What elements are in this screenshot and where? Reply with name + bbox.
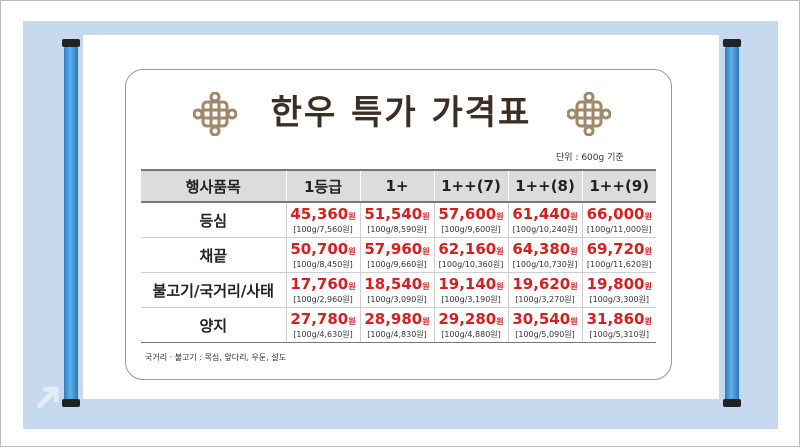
page-title: 한우 특가 가격표 [270,93,532,133]
per-100g: [100g/11,000원] [586,224,652,234]
price-value: 57,600원 [438,204,504,223]
price-value: 57,960원 [364,239,430,258]
price-cell: 19,140원 [100g/3,190원] [433,272,508,308]
price-cell: 69,720원 [100g/11,620원] [581,237,656,273]
per-100g: [100g/10,730원] [512,259,578,269]
price-cell: 17,760원 [100g/2,960원] [285,272,360,308]
price-value: 28,980원 [364,309,430,328]
table-row: 채끝 50,700원 [100g/8,450원] 57,960원 [100g/9,6… [141,237,656,273]
per-100g: [100g/9,600원] [441,224,501,234]
scroll-rod-right [725,46,739,401]
price-cell: 29,280원 [100g/4,880원] [433,307,508,343]
price-value: 27,780원 [290,309,356,328]
price-value: 19,800원 [586,274,652,293]
per-100g: [100g/8,450원] [293,259,353,269]
header-grade-1plus: 1+ [359,169,434,203]
price-cell: 57,600원 [100g/9,600원] [433,202,508,238]
price-cell: 18,540원 [100g/3,090원] [359,272,434,308]
per-100g: [100g/3,190원] [441,294,501,304]
per-100g: [100g/5,090원] [515,329,575,339]
knot-ornament-icon [193,92,237,136]
item-name: 등심 [141,202,286,238]
price-cell: 30,540원 [100g/5,090원] [507,307,582,343]
per-100g: [100g/2,960원] [293,294,353,304]
price-cell: 57,960원 [100g/9,660원] [359,237,434,273]
price-value: 69,720원 [586,239,652,258]
per-100g: [100g/4,880원] [441,329,501,339]
per-100g: [100g/7,560원] [293,224,353,234]
price-cell: 27,780원 [100g/4,630원] [285,307,360,343]
price-cell: 66,000원 [100g/11,000원] [581,202,656,238]
per-100g: [100g/3,090원] [367,294,427,304]
price-cell: 28,980원 [100g/4,830원] [359,307,434,343]
price-cell: 19,800원 [100g/3,300원] [581,272,656,308]
price-cell: 50,700원 [100g/8,450원] [285,237,360,273]
table-row: 양지 27,780원 [100g/4,630원] 28,980원 [100g/4,8… [141,307,656,343]
price-cell: 45,360원 [100g/7,560원] [285,202,360,238]
price-value: 29,280원 [438,309,504,328]
price-value: 30,540원 [512,309,578,328]
header-grade-1pp7: 1++(7) [433,169,508,203]
per-100g: [100g/5,310원] [589,329,650,339]
price-value: 66,000원 [586,204,652,223]
per-100g: [100g/4,830원] [367,329,427,339]
price-cell: 51,540원 [100g/8,590원] [359,202,434,238]
price-value: 61,440원 [512,204,578,223]
table-row: 등심 45,360원 [100g/7,560원] 51,540원 [100g/8,5… [141,202,656,238]
price-value: 18,540원 [364,274,430,293]
price-value: 19,140원 [438,274,504,293]
rod-cap-bottom-right [723,399,741,407]
price-cell: 62,160원 [100g/10,360원] [433,237,508,273]
price-value: 50,700원 [290,239,356,258]
per-100g: [100g/9,660원] [367,259,427,269]
per-100g: [100g/10,360원] [438,259,504,269]
per-100g: [100g/4,630원] [293,329,353,339]
rod-cap-bottom-left [62,399,80,407]
header-item: 행사품목 [141,169,286,203]
price-value: 31,860원 [586,309,652,328]
price-table: 행사품목 1등급 1+ 1++(7) 1++(8) 1++(9) 등심 45,3… [141,169,656,343]
item-name: 채끝 [141,237,286,273]
price-value: 19,620원 [512,274,578,293]
price-cell: 31,860원 [100g/5,310원] [581,307,656,343]
per-100g: [100g/10,240원] [512,224,578,234]
table-row: 불고기/국거리/사태 17,760원 [100g/2,960원] 18,540원[… [141,272,656,308]
rod-cap-top-left [62,39,80,47]
price-value: 17,760원 [290,274,356,293]
unit-note: 단위 : 600g 기준 [556,153,624,163]
price-value: 64,380원 [512,239,578,258]
header-grade-1pp8: 1++(8) [507,169,582,203]
header-grade-1pp9: 1++(9) [581,169,656,203]
header-grade-1: 1등급 [285,169,360,203]
price-cell: 64,380원 [100g/10,730원] [507,237,582,273]
scroll-rod-left [64,46,78,401]
price-value: 62,160원 [438,239,504,258]
knot-ornament-icon [567,92,611,136]
price-cell: 19,620원 [100g/3,270원] [507,272,582,308]
price-cell: 61,440원 [100g/10,240원] [507,202,582,238]
per-100g: [100g/11,620원] [586,259,652,269]
per-100g: [100g/3,270원] [515,294,575,304]
rod-cap-top-right [723,39,741,47]
price-value: 45,360원 [290,204,356,223]
footnote: 국거리 · 불고기 : 목심, 앞다리, 우둔, 설도 [145,353,287,362]
table-header-row: 행사품목 1등급 1+ 1++(7) 1++(8) 1++(9) [141,169,656,203]
item-name: 불고기/국거리/사태 [141,272,286,308]
per-100g: [100g/3,300원] [589,294,650,304]
per-100g: [100g/8,590원] [367,224,427,234]
price-value: 51,540원 [364,204,430,223]
item-name: 양지 [141,307,286,343]
